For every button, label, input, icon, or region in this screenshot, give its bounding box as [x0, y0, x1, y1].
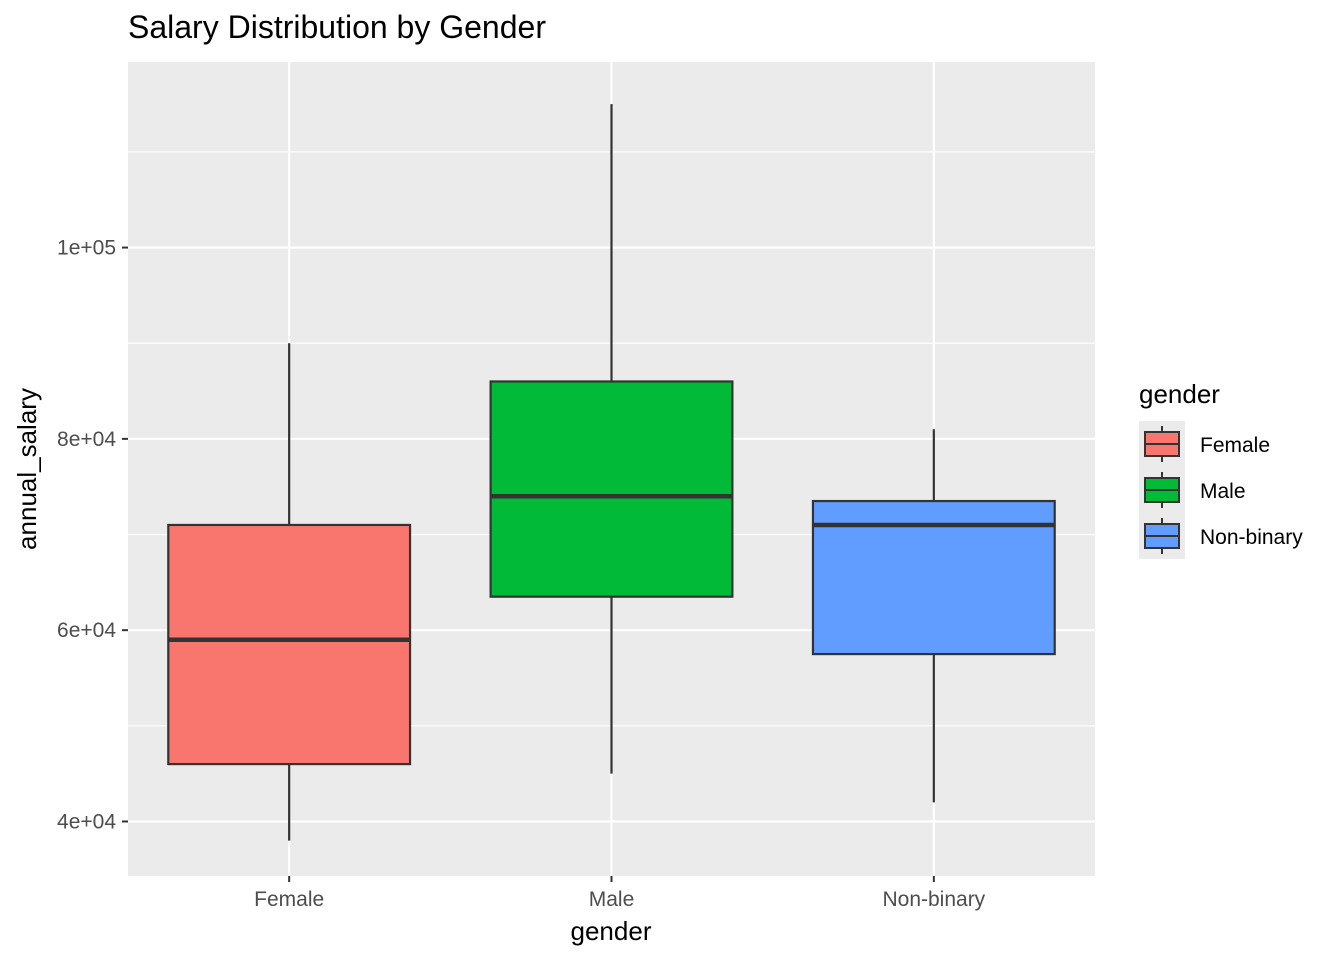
box-female — [167, 343, 412, 841]
x-axis-title: gender — [571, 916, 652, 946]
box-iqr — [167, 523, 412, 766]
legend-label: Male — [1200, 480, 1246, 503]
legend-key-female — [1144, 426, 1180, 462]
legend-label: Female — [1200, 434, 1270, 457]
box-iqr — [489, 380, 734, 598]
legend-label: Non-binary — [1200, 526, 1303, 549]
box-non-binary — [811, 429, 1056, 803]
legend-key-male — [1144, 472, 1180, 508]
axes: 4e+04 6e+04 8e+04 1e+05 Female Male Non-binary — [57, 237, 986, 911]
y-tick-label: 1e+05 — [57, 237, 116, 260]
y-tick-label: 4e+04 — [57, 810, 116, 833]
legend-title: gender — [1139, 379, 1220, 409]
y-tick-label: 8e+04 — [57, 428, 116, 451]
box-male — [489, 104, 734, 774]
x-tick-label: Female — [254, 888, 324, 911]
x-tick-label: Male — [589, 888, 635, 911]
legend: gender Female Male Non-binary — [1139, 379, 1303, 559]
x-tick-label: Non-binary — [882, 888, 985, 911]
boxes — [167, 104, 1056, 841]
y-tick-label: 6e+04 — [57, 619, 116, 642]
y-axis-title: annual_salary — [12, 388, 42, 550]
legend-key-non-binary — [1144, 518, 1180, 554]
chart-title: Salary Distribution by Gender — [128, 9, 546, 45]
